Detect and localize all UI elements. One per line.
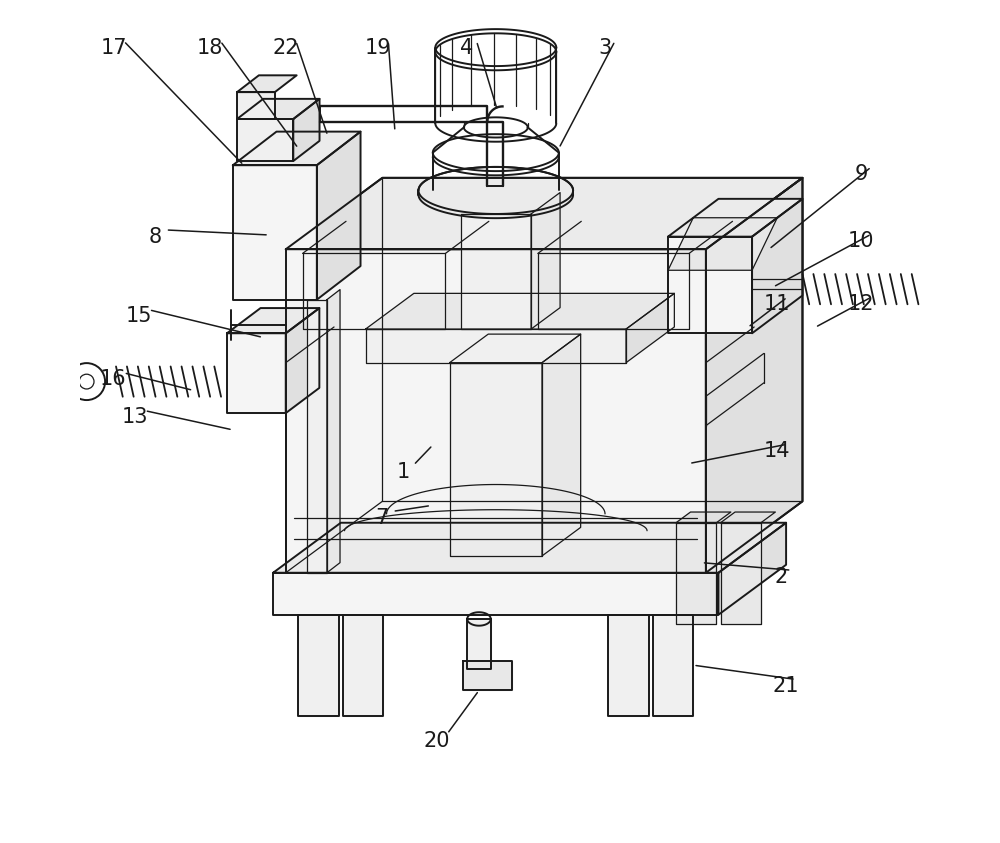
Text: 17: 17 — [100, 38, 127, 57]
Text: 15: 15 — [125, 307, 152, 326]
Polygon shape — [233, 165, 317, 299]
Text: 21: 21 — [772, 676, 799, 696]
Polygon shape — [227, 308, 319, 333]
Polygon shape — [668, 217, 777, 271]
Text: 8: 8 — [149, 227, 162, 247]
Polygon shape — [626, 293, 674, 362]
Text: 10: 10 — [848, 231, 875, 251]
Text: 2: 2 — [775, 567, 788, 587]
Polygon shape — [706, 178, 802, 572]
Text: 7: 7 — [376, 508, 389, 528]
Text: 1: 1 — [397, 462, 410, 482]
Polygon shape — [366, 329, 626, 362]
Text: 13: 13 — [121, 407, 148, 427]
Polygon shape — [718, 523, 786, 615]
Polygon shape — [273, 572, 718, 615]
Polygon shape — [237, 119, 293, 161]
Polygon shape — [721, 523, 761, 624]
Text: 22: 22 — [272, 38, 299, 57]
Text: 14: 14 — [764, 441, 791, 461]
Polygon shape — [668, 199, 802, 237]
Text: 12: 12 — [848, 294, 875, 314]
Polygon shape — [286, 178, 802, 250]
Polygon shape — [237, 92, 275, 119]
Text: 4: 4 — [460, 38, 473, 57]
Polygon shape — [463, 661, 512, 690]
Polygon shape — [608, 615, 649, 716]
Polygon shape — [542, 334, 581, 556]
Text: 16: 16 — [100, 369, 127, 389]
Polygon shape — [343, 615, 383, 716]
Polygon shape — [531, 192, 560, 329]
Text: 9: 9 — [855, 164, 868, 184]
Polygon shape — [668, 237, 752, 333]
Polygon shape — [721, 512, 775, 523]
Polygon shape — [327, 290, 340, 572]
Polygon shape — [237, 99, 320, 119]
Polygon shape — [366, 293, 674, 329]
Polygon shape — [286, 250, 706, 572]
Polygon shape — [307, 299, 327, 572]
Polygon shape — [286, 308, 319, 413]
Polygon shape — [467, 619, 491, 669]
Polygon shape — [676, 512, 731, 523]
Polygon shape — [450, 362, 542, 556]
Polygon shape — [293, 99, 320, 161]
Text: 20: 20 — [424, 731, 450, 751]
Text: 3: 3 — [598, 38, 612, 57]
Text: 18: 18 — [197, 38, 223, 57]
Polygon shape — [461, 214, 531, 329]
Polygon shape — [752, 199, 802, 333]
Polygon shape — [273, 523, 786, 572]
Polygon shape — [237, 75, 297, 92]
Text: 11: 11 — [764, 294, 791, 314]
Polygon shape — [317, 132, 361, 299]
Polygon shape — [676, 523, 716, 624]
Polygon shape — [233, 132, 361, 165]
Text: 19: 19 — [365, 38, 391, 57]
Polygon shape — [653, 615, 693, 716]
Polygon shape — [227, 333, 286, 413]
Polygon shape — [298, 615, 339, 716]
